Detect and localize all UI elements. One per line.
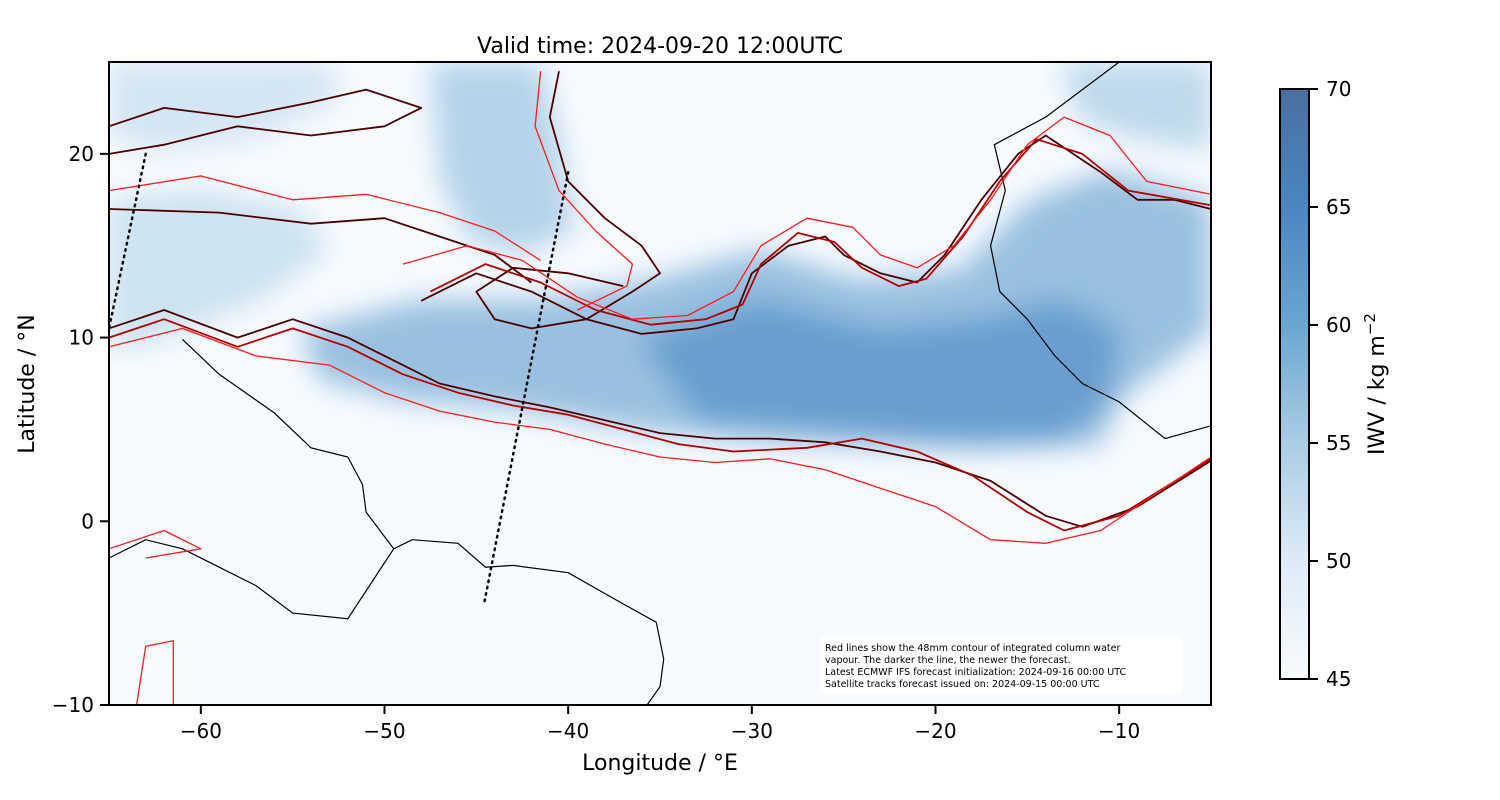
y-tick-label: 20 (69, 142, 94, 166)
plot-frame (108, 61, 1212, 706)
colorbar-ticks: 70 65 60 55 50 45 (1309, 77, 1351, 691)
satellite-tracks (109, 152, 570, 608)
chart-title: Valid time: 2024-09-20 12:00UTC (477, 34, 843, 59)
forecast-note: Red lines show the 48mm contour of integ… (820, 637, 1182, 693)
note-line-1: Red lines show the 48mm contour of integ… (825, 643, 1120, 654)
x-tick-label: −50 (363, 719, 405, 743)
contour-oldest-12 (109, 529, 202, 559)
note-line-4: Satellite tracks forecast issued on: 202… (825, 679, 1100, 690)
note-box (820, 637, 1182, 693)
y-axis-title: Latitude / °N (15, 314, 40, 453)
coastline-2 (182, 338, 395, 550)
x-axis-ticks: −60 −50 −40 −30 −20 −10 (180, 705, 1140, 743)
x-tick-label: −10 (1098, 719, 1140, 743)
contour-oldest-11 (534, 71, 634, 311)
x-tick-label: −20 (914, 719, 956, 743)
contour-oldest-13 (135, 640, 174, 705)
iwv-band-core (640, 300, 1120, 440)
contour-mid-6 (109, 318, 1211, 532)
satellite-track-1 (109, 152, 147, 330)
contour-mid-7 (429, 138, 1211, 326)
colorbar-tick-label: 65 (1326, 195, 1351, 219)
contour-newest-1 (109, 309, 1211, 528)
x-tick-label: −60 (180, 719, 222, 743)
note-line-3: Latest ECMWF IFS forecast initialization… (825, 667, 1126, 678)
satellite-track-2 (482, 170, 570, 608)
colorbar-tick-label: 60 (1326, 313, 1351, 337)
contour-newest-2 (420, 134, 1211, 335)
coastline-3 (989, 62, 1211, 440)
colorbar-tick-label: 50 (1326, 549, 1351, 573)
colorbar-tick-label: 70 (1326, 77, 1351, 101)
contour-newest-3 (109, 208, 532, 284)
colorbar: 70 65 60 55 50 45 IWV / kg m−2 (1279, 77, 1390, 691)
map-plot-area: −60 −50 −40 −30 −20 −10 20 10 0 −10 (52, 61, 1212, 743)
x-tick-label: −40 (547, 719, 589, 743)
coastline-layer (109, 62, 1211, 705)
iwv-band-caribbean (430, 62, 575, 255)
contour-newest-5 (109, 88, 423, 155)
colorbar-tick-label: 45 (1326, 667, 1351, 691)
y-axis-ticks: 20 10 0 −10 (52, 142, 109, 717)
contour-oldest-8 (109, 327, 1211, 544)
colorbar-title-text: IWV / kg m (1365, 335, 1390, 455)
iwv-band-northwest (109, 62, 340, 150)
x-axis-title: Longitude / °E (582, 751, 738, 776)
colorbar-title-exponent: −2 (1361, 313, 1379, 335)
y-tick-label: 10 (69, 326, 94, 350)
y-tick-label: −10 (52, 693, 94, 717)
contour-oldest-9 (402, 116, 1211, 320)
contour-oldest-10 (109, 175, 541, 261)
colorbar-title: IWV / kg m−2 (1361, 313, 1390, 455)
colorbar-tick-label: 55 (1326, 431, 1351, 455)
colorbar-gradient (1279, 88, 1310, 680)
y-tick-label: 0 (81, 509, 94, 533)
coastline-1 (109, 539, 665, 705)
note-line-2: vapour. The darker the line, the newer t… (825, 655, 1071, 666)
iwv-48mm-contours (109, 71, 1211, 705)
x-tick-label: −30 (731, 719, 773, 743)
iwv-band-northeast (1060, 62, 1211, 150)
